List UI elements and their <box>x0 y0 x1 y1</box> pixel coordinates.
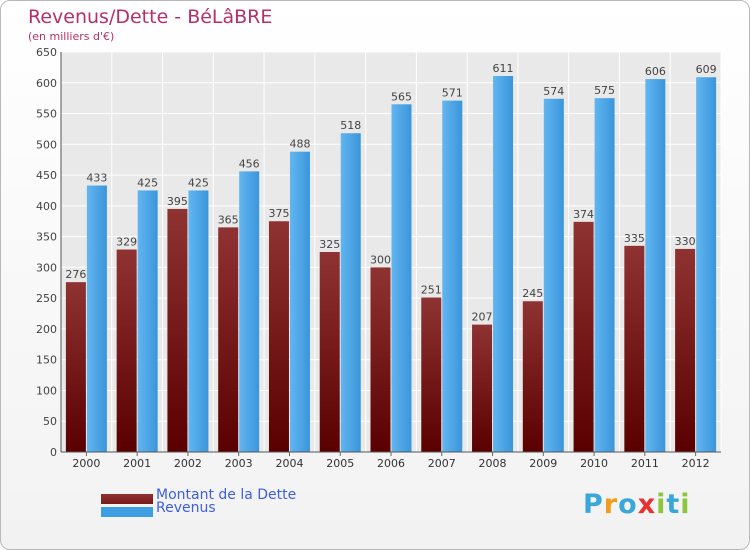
x-tick-label: 2008 <box>479 457 507 470</box>
bar-revenus <box>442 100 463 452</box>
bar-dette <box>472 324 493 452</box>
data-label-dette: 395 <box>167 195 188 208</box>
bar-revenus <box>137 190 158 452</box>
data-label-revenus: 565 <box>391 90 412 103</box>
bar-dette <box>218 227 239 452</box>
legend-swatch-dette <box>101 494 153 504</box>
chart-title: Revenus/Dette - BéLâBRE <box>28 6 273 28</box>
brand-letter: P <box>583 489 604 520</box>
brand-letter: r <box>603 489 619 520</box>
bar-dette <box>421 297 442 452</box>
y-tick-label: 150 <box>36 354 57 367</box>
legend-label-dette: Montant de la Dette <box>156 487 297 503</box>
chart-subtitle: (en milliers d'€) <box>28 30 115 43</box>
data-label-revenus: 425 <box>188 176 209 189</box>
plot-area <box>61 52 721 452</box>
bar-revenus <box>289 151 310 452</box>
brand-letter: o <box>618 489 638 520</box>
x-tick-label: 2011 <box>631 457 659 470</box>
x-tick-label: 2007 <box>428 457 456 470</box>
data-label-revenus: 433 <box>86 172 107 185</box>
bar-dette <box>65 282 86 452</box>
y-tick-label: 250 <box>36 292 57 305</box>
y-tick-label: 0 <box>50 446 57 459</box>
y-tick-label: 300 <box>36 261 57 274</box>
data-label-revenus: 611 <box>493 62 514 75</box>
y-tick-label: 600 <box>36 77 57 90</box>
bar-dette <box>573 221 594 452</box>
y-tick-label: 550 <box>36 108 57 121</box>
bar-revenus <box>696 77 717 452</box>
data-label-revenus: 456 <box>239 157 260 170</box>
bar-revenus <box>188 190 209 452</box>
bar-revenus <box>493 76 514 452</box>
bar-dette <box>116 249 137 452</box>
brand-letter: i <box>656 489 667 520</box>
bar-revenus <box>645 79 666 453</box>
data-label-revenus: 488 <box>289 138 310 151</box>
data-label-dette: 335 <box>624 232 645 245</box>
y-tick-label: 500 <box>36 138 57 151</box>
bar-dette <box>167 208 188 452</box>
bar-dette <box>268 221 289 452</box>
bar-revenus <box>594 98 615 453</box>
bar-revenus <box>239 171 260 452</box>
bar-dette <box>522 301 543 452</box>
x-tick-label: 2005 <box>326 457 354 470</box>
bar-revenus <box>391 104 412 453</box>
legend-swatch-revenus <box>101 507 153 517</box>
brand-logo: Proxiti <box>583 489 691 520</box>
brand-letter: t <box>666 489 681 520</box>
data-label-revenus: 575 <box>594 84 615 97</box>
data-label-revenus: 571 <box>442 87 463 100</box>
data-label-revenus: 518 <box>340 119 361 132</box>
y-tick-label: 350 <box>36 231 57 244</box>
x-tick-label: 2000 <box>72 457 100 470</box>
bar-revenus <box>340 133 361 452</box>
x-tick-label: 2010 <box>580 457 608 470</box>
brand-letter: x <box>637 489 657 520</box>
data-label-revenus: 609 <box>696 63 717 76</box>
x-tick-label: 2002 <box>174 457 202 470</box>
x-tick-label: 2003 <box>225 457 253 470</box>
data-label-revenus: 574 <box>543 85 564 98</box>
bar-revenus <box>543 98 564 453</box>
x-tick-label: 2009 <box>529 457 557 470</box>
legend-label-revenus: Revenus <box>156 500 216 516</box>
data-label-dette: 365 <box>218 213 239 226</box>
bar-revenus <box>86 185 107 453</box>
data-label-dette: 245 <box>522 287 543 300</box>
y-tick-label: 650 <box>36 46 57 59</box>
x-tick-label: 2001 <box>123 457 151 470</box>
y-tick-label: 50 <box>43 415 57 428</box>
data-label-revenus: 425 <box>137 176 158 189</box>
y-tick-label: 100 <box>36 384 57 397</box>
x-tick-label: 2012 <box>682 457 710 470</box>
data-label-dette: 374 <box>573 208 594 221</box>
y-tick-label: 200 <box>36 323 57 336</box>
data-label-dette: 330 <box>675 235 696 248</box>
data-label-dette: 207 <box>472 311 493 324</box>
data-label-dette: 329 <box>116 236 137 249</box>
data-label-dette: 325 <box>319 238 340 251</box>
data-label-revenus: 606 <box>645 65 666 78</box>
y-tick-label: 450 <box>36 169 57 182</box>
x-tick-label: 2006 <box>377 457 405 470</box>
data-label-dette: 251 <box>421 284 442 297</box>
data-label-dette: 276 <box>65 268 86 281</box>
bar-dette <box>675 248 696 452</box>
bar-dette <box>319 252 340 452</box>
data-label-dette: 375 <box>268 207 289 220</box>
brand-letter: i <box>680 489 691 520</box>
y-tick-label: 400 <box>36 200 57 213</box>
bar-dette <box>624 245 645 452</box>
x-tick-label: 2004 <box>275 457 303 470</box>
bar-dette <box>370 267 391 452</box>
data-label-dette: 300 <box>370 253 391 266</box>
